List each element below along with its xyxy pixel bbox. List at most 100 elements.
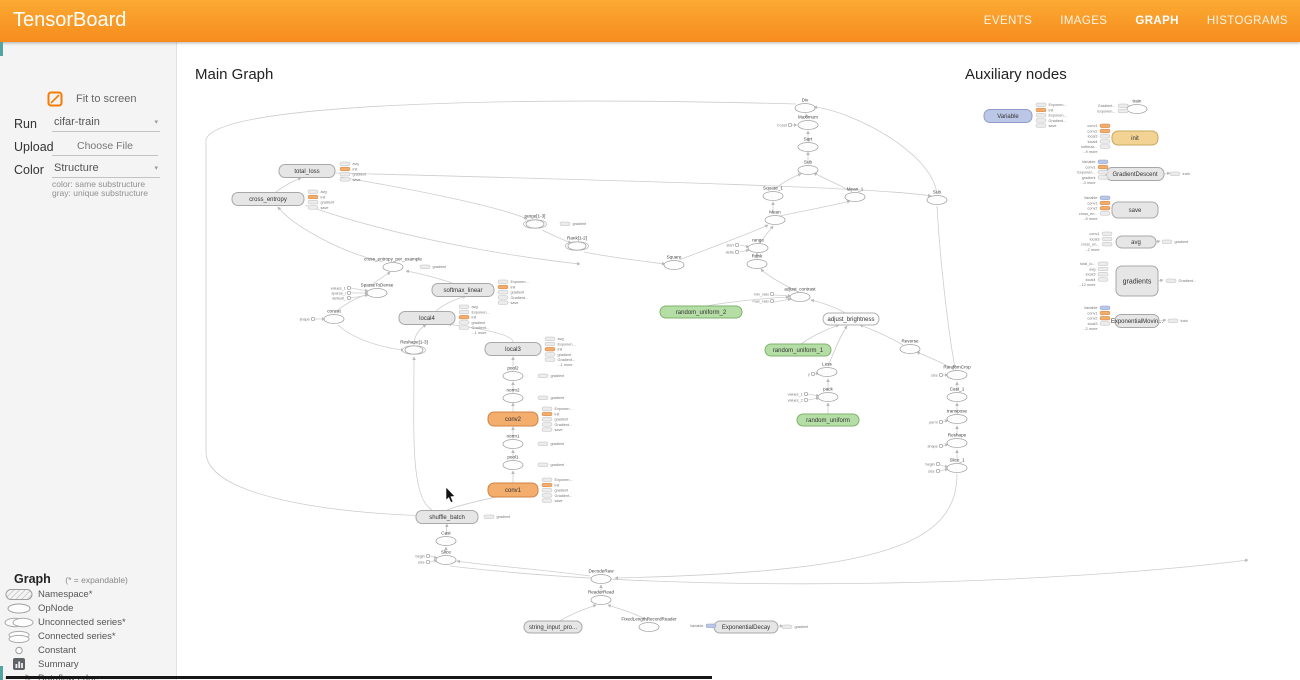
nav-tab-histograms[interactable]: HISTOGRAMS (1206, 15, 1288, 27)
node-gradientdescent[interactable]: GradientDescent (1105, 167, 1165, 181)
fit-to-screen-button[interactable]: Fit to screen (47, 91, 137, 107)
choose-file-button[interactable]: Choose File (52, 137, 158, 156)
node-pack[interactable]: pack (817, 387, 839, 402)
node-square-1[interactable]: Square_1 (762, 186, 784, 201)
satellite-gradient[interactable] (458, 320, 470, 325)
satellite-init[interactable] (339, 166, 351, 172)
nav-tab-events[interactable]: EVENTS (983, 15, 1033, 27)
node-adjust-brightness[interactable]: adjust_brightness (822, 312, 880, 326)
node-cross-entropy-per-example[interactable]: cross_entropy_per_example (364, 257, 422, 272)
satellite-init[interactable] (541, 411, 553, 417)
satellite-gradient[interactable] (537, 395, 549, 400)
satellite-gradient[interactable] (1035, 118, 1047, 123)
graph-canvas[interactable]: total_losscross_entropysoftmax_linearloc… (176, 42, 1300, 680)
node-cast-1[interactable]: Cast_1 (946, 387, 968, 402)
node-concat[interactable]: concat (323, 309, 345, 324)
satellite-local3[interactable] (1099, 321, 1111, 326)
satellite-conv1[interactable] (1099, 310, 1111, 316)
satellite-conv1[interactable] (1099, 123, 1111, 128)
satellite-cross-en[interactable] (1099, 211, 1111, 216)
node-random-uniform[interactable]: random_uniform (796, 413, 860, 427)
node-mean-1[interactable]: Mean_1 (844, 187, 866, 202)
satellite-init[interactable] (307, 194, 319, 200)
satellite-save[interactable] (541, 498, 553, 503)
satellite-conv1[interactable] (1099, 200, 1111, 206)
nav-tab-graph[interactable]: GRAPH (1135, 15, 1179, 27)
satellite-gradient[interactable] (544, 357, 556, 362)
satellite-gradient[interactable] (537, 462, 549, 467)
node-string-input-pro[interactable]: string_input_pro... (523, 620, 583, 634)
satellite-init[interactable] (541, 482, 553, 488)
const-values-1[interactable]: values_1 (331, 285, 352, 290)
nav-tab-images[interactable]: IMAGES (1060, 15, 1108, 27)
satellite-cross-en[interactable] (1101, 242, 1113, 247)
satellite-local3[interactable] (1097, 272, 1109, 277)
sidebar-scrollbar-bottom[interactable] (0, 666, 3, 680)
const-begin[interactable]: begin (416, 553, 431, 558)
satellite-gradient[interactable] (537, 441, 549, 446)
const-shape[interactable]: shape (927, 443, 944, 448)
node-random-uniform-1[interactable]: random_uniform_1 (764, 343, 832, 357)
node-less[interactable]: Less (816, 362, 838, 377)
satellite-exponen[interactable] (541, 477, 553, 482)
const-shape[interactable]: shape (299, 316, 316, 321)
node-readerread[interactable]: ReaderRead (588, 590, 614, 605)
satellite-gradient[interactable] (497, 290, 509, 295)
node-conv2[interactable]: conv2 (487, 411, 539, 427)
satellite-gradient[interactable] (307, 200, 319, 205)
satellite-train[interactable] (1169, 171, 1181, 176)
satellite-save[interactable] (541, 427, 553, 432)
satellite-local3[interactable] (1099, 134, 1111, 139)
satellite-gradient[interactable] (541, 422, 553, 427)
satellite-init[interactable] (458, 315, 470, 320)
satellite-gradient[interactable] (544, 352, 556, 357)
satellite-gradient[interactable] (483, 514, 495, 519)
satellite-gradient[interactable] (541, 417, 553, 422)
satellite-save[interactable] (339, 177, 351, 182)
node-shuffle-batch[interactable]: shuffle_batch (415, 510, 479, 524)
node-pool2[interactable]: pool2 (502, 366, 524, 381)
const-size[interactable]: size (931, 372, 944, 377)
node-range[interactable]: range (747, 238, 769, 253)
const-size[interactable]: size (418, 559, 431, 564)
satellite-init[interactable] (497, 284, 509, 290)
node-norm2[interactable]: norm2 (502, 388, 524, 403)
const-y[interactable]: y (808, 371, 816, 376)
const-perm[interactable]: perm (929, 419, 944, 424)
satellite-gradient[interactable] (339, 172, 351, 177)
node-sub[interactable]: Sub (926, 190, 948, 205)
node-cross-entropy[interactable]: cross_entropy (231, 192, 305, 206)
satellite-gradient[interactable] (1117, 103, 1129, 108)
node-randomcrop[interactable]: RandomCrop (943, 365, 971, 380)
satellite-conv2[interactable] (1099, 128, 1111, 134)
node-save[interactable]: save (1111, 201, 1159, 219)
node-avg[interactable]: avg (1115, 235, 1157, 249)
node-pool1[interactable]: pool1 (502, 455, 524, 470)
node-variable[interactable]: Variable (983, 109, 1033, 123)
satellite-gradient[interactable] (1165, 278, 1177, 283)
satellite-variable[interactable] (1099, 195, 1111, 200)
satellite-avg[interactable] (339, 161, 351, 166)
satellite-conv1[interactable] (1101, 231, 1113, 236)
const-values-2[interactable]: values_2 (788, 397, 809, 402)
satellite-gradient[interactable] (541, 488, 553, 493)
node-decoderaw[interactable]: DecodeRaw (588, 569, 614, 584)
const-sparse-i[interactable]: sparse_i (331, 290, 352, 295)
node-total-loss[interactable]: total_loss (278, 164, 336, 178)
satellite-gradient[interactable] (1097, 175, 1109, 180)
const-start[interactable]: start (726, 242, 740, 247)
node-init[interactable]: init (1111, 130, 1159, 146)
node-gradients[interactable]: gradients (1115, 265, 1159, 297)
satellite-gradient[interactable] (781, 624, 793, 629)
const-default[interactable]: default_ (332, 295, 352, 300)
run-select[interactable]: cifar-train ▾ (52, 114, 160, 132)
node-local4[interactable]: local4 (398, 311, 456, 325)
satellite-local3[interactable] (1101, 236, 1113, 242)
const-const[interactable]: Const (777, 122, 793, 127)
node-slice[interactable]: Slice (435, 550, 457, 565)
node-sub[interactable]: Sub (797, 160, 819, 175)
satellite-exponen[interactable] (497, 279, 509, 284)
satellite-init[interactable] (544, 347, 556, 352)
node-exponentialdecay[interactable]: ExponentialDecay (713, 620, 779, 634)
const-values-1[interactable]: values_1 (788, 391, 809, 396)
